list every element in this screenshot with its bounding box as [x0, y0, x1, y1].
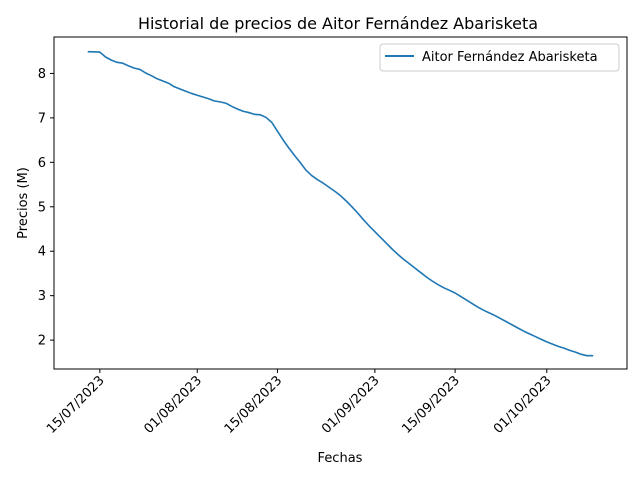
- y-axis-label: Precios (M): [16, 167, 31, 239]
- x-axis-label: Fechas: [318, 451, 363, 466]
- y-tick-label: 7: [38, 111, 46, 126]
- y-tick-label: 4: [38, 245, 46, 260]
- plot-frame: [53, 36, 628, 370]
- legend-label: Aitor Fernández Abarisketa: [422, 50, 598, 65]
- y-tick-label: 3: [38, 289, 46, 304]
- legend-box: [379, 43, 620, 72]
- chart-title: Historial de precios de Aitor Fernández …: [138, 14, 538, 33]
- y-tick-label: 6: [38, 156, 46, 171]
- y-tick-label: 5: [38, 200, 46, 215]
- y-tick-label: 2: [38, 334, 46, 349]
- series-line-0: [87, 50, 594, 357]
- plot-area: [87, 50, 594, 357]
- y-tick-label: 8: [38, 67, 46, 82]
- legend: Aitor Fernández Abarisketa: [379, 43, 620, 72]
